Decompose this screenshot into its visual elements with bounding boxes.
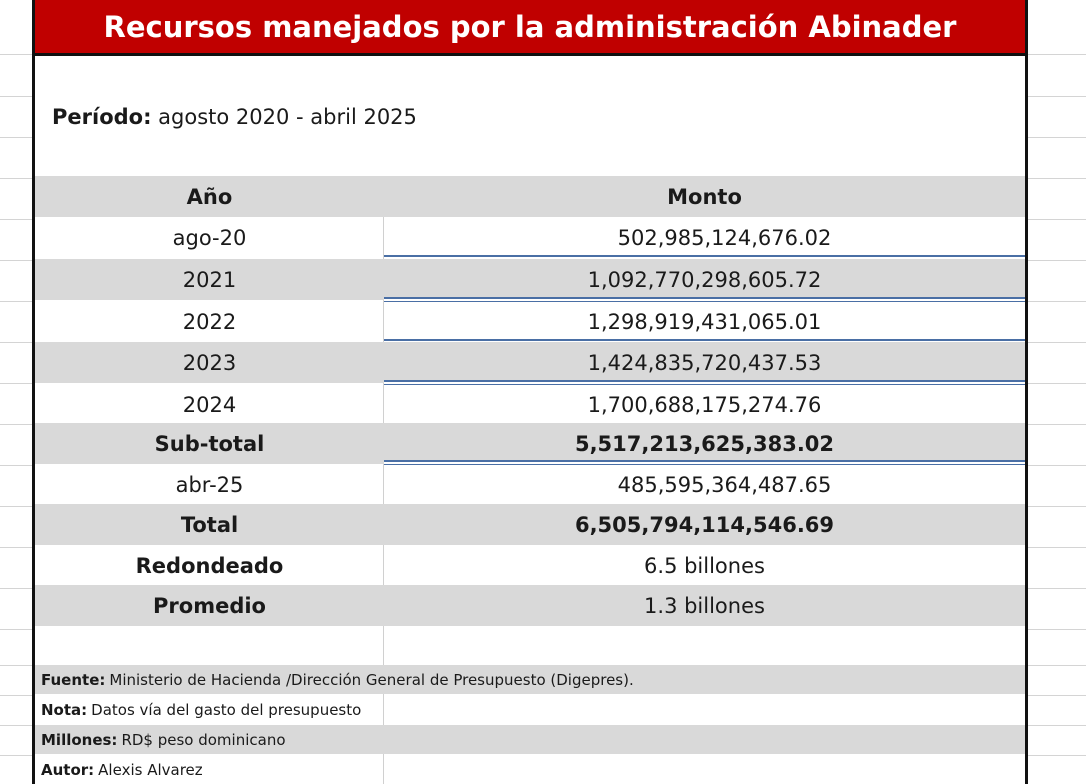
cell-year: Redondeado [135, 553, 284, 578]
column-divider [383, 176, 384, 784]
table-header-row: Año Monto [35, 176, 1025, 217]
author-text: Alexis Alvarez [98, 760, 203, 779]
double-underline [384, 460, 1025, 465]
source-text: Ministerio de Hacienda /Dirección Genera… [109, 670, 634, 689]
cell-year: Sub-total [154, 431, 265, 456]
table-row: 2022 1,298,919,431,065.01 [35, 301, 1025, 342]
double-underline [384, 380, 1025, 385]
cell-amount: 485,595,364,487.65 [617, 472, 832, 497]
total-row: Total 6,505,794,114,546.69 [35, 504, 1025, 545]
cell-year: 2022 [182, 309, 237, 334]
cell-amount: 502,985,124,676.02 [617, 225, 832, 250]
average-row: Promedio 1.3 billones [35, 585, 1025, 626]
cell-amount: 1,700,688,175,274.76 [587, 392, 822, 417]
table-row: 2021 1,092,770,298,605.72 [35, 259, 1025, 300]
units-label: Millones: [41, 730, 118, 749]
cell-year: Total [180, 512, 239, 537]
sheet-gridlines-right [1028, 0, 1086, 784]
cell-amount: 6,505,794,114,546.69 [574, 512, 835, 537]
units-text: RD$ peso dominicano [121, 730, 286, 749]
cell-amount: 1,092,770,298,605.72 [587, 267, 822, 292]
table-row: 2023 1,424,835,720,437.53 [35, 342, 1025, 383]
source-note: Fuente: Ministerio de Hacienda /Direcció… [35, 665, 1025, 694]
table-row: abr-25 485,595,364,487.65 [35, 464, 1025, 505]
cell-year: abr-25 [175, 472, 244, 497]
title-bar: Recursos manejados por la administración… [35, 0, 1025, 56]
table-frame: Recursos manejados por la administración… [32, 0, 1028, 784]
cell-amount: 6.5 billones [644, 553, 765, 578]
units-note: Millones: RD$ peso dominicano [35, 725, 1025, 754]
header-amount: Monto [667, 184, 742, 209]
source-label: Fuente: [41, 670, 106, 689]
note-label: Nota: [41, 700, 88, 719]
note-text: Datos vía del gasto del presupuesto [91, 700, 362, 719]
author-label: Autor: [41, 760, 95, 779]
cell-amount: 1,424,835,720,437.53 [587, 350, 822, 375]
cell-year: 2023 [182, 350, 237, 375]
cell-year: 2021 [182, 267, 237, 292]
cell-year: 2024 [182, 392, 237, 417]
double-underline [384, 297, 1025, 302]
cell-amount: 1.3 billones [644, 593, 765, 618]
cell-amount: 5,517,213,625,383.02 [574, 431, 835, 456]
period-value: agosto 2020 - abril 2025 [158, 105, 417, 129]
page-title: Recursos manejados por la administración… [103, 9, 957, 44]
period-line: Período: agosto 2020 - abril 2025 [52, 105, 417, 129]
note-line: Nota: Datos vía del gasto del presupuest… [35, 695, 1025, 724]
cell-amount: 1,298,919,431,065.01 [587, 309, 822, 334]
table-row: ago-20 502,985,124,676.02 [35, 217, 1025, 258]
rounded-row: Redondeado 6.5 billones [35, 545, 1025, 586]
table-row: 2024 1,700,688,175,274.76 [35, 384, 1025, 425]
cell-year: ago-20 [172, 225, 247, 250]
period-label: Período: [52, 105, 152, 129]
subtotal-row: Sub-total 5,517,213,625,383.02 [35, 423, 1025, 464]
author-line: Autor: Alexis Alvarez [35, 755, 1025, 784]
sheet-gridlines-left [0, 0, 32, 784]
cell-year: Promedio [153, 593, 266, 618]
header-year: Año [186, 184, 233, 209]
